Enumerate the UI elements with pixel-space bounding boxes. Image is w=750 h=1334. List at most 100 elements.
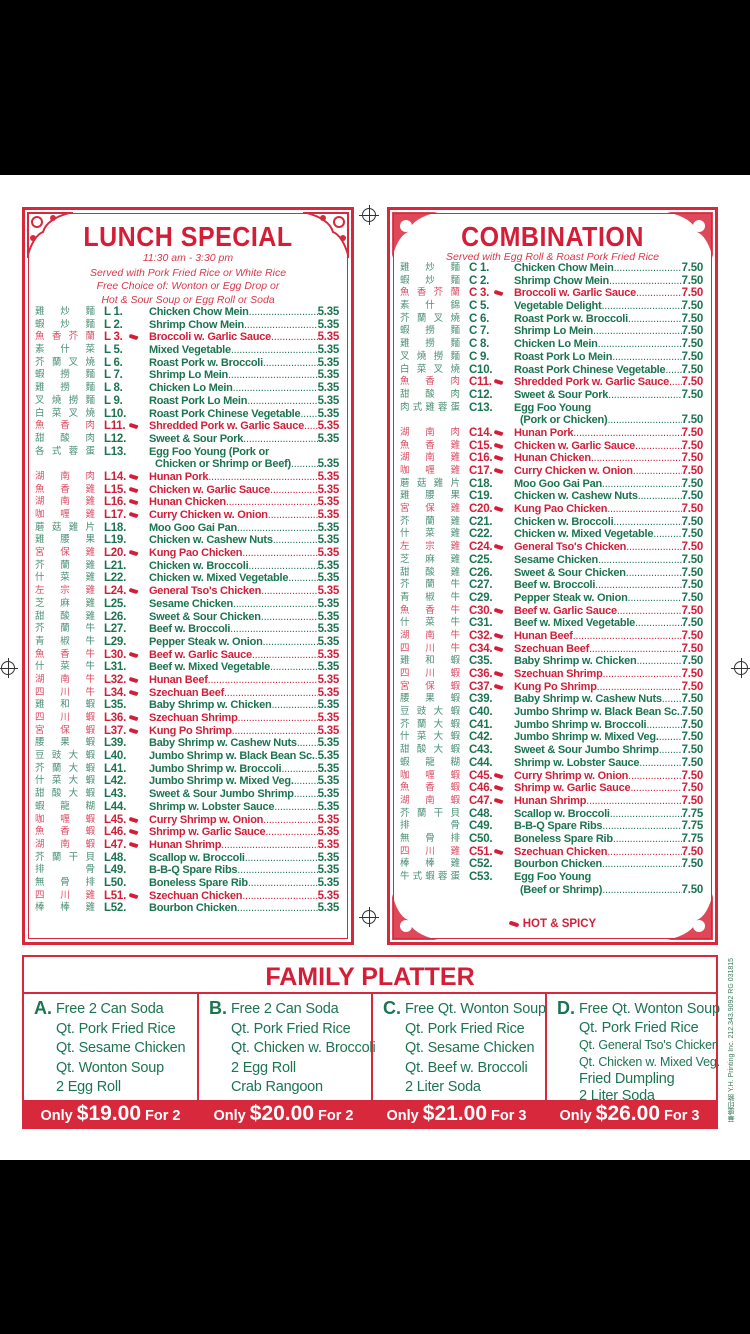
item-name-line: Kung Po Shrimp 7.50 [514,681,703,694]
item-name-line: Roast Pork w. Broccoli 7.50 [514,313,703,326]
item-name: Beef w. Garlic Sauce [149,648,252,661]
menu-item-row: 甜酸大蝦 L43. Sweet & Sour Jumbo Shrimp 5.35 [25,788,351,801]
chinese-name: 宮保雞 [35,547,95,559]
platter-price: Only $19.00 For 2 [24,1100,197,1127]
menu-item: 芥蘭干貝 C48. Scallop w. Broccoli 7.75 [390,808,715,821]
combination-note: Served with Egg Roll & Roast Pork Fried … [446,251,659,263]
item-price: 5.35 [317,838,340,851]
item-price: 5.35 [317,534,340,547]
item-code: C 9. [469,350,490,363]
item-code: C34. [469,642,493,655]
item-name-continued: Chicken or Shrimp or Beef) [155,458,291,471]
chinese-name: 排骨 [35,864,95,876]
chinese-name: 魚香肉 [400,376,460,388]
dot-leader [595,579,681,592]
menu-item: 棒棒雞 L52. Bourbon Chicken 5.35 [25,902,351,915]
chinese-name: 湖南蝦 [35,838,95,850]
menu-item: 什菜牛 L31. Beef w. Mixed Vegetable 5.35 [25,661,351,674]
menu-item: 豆豉大蝦 C40. Jumbo Shrimp w. Black Bean Sc.7.… [390,706,715,719]
dot-leader [602,820,681,833]
menu-item-row: 什菜牛 L31. Beef w. Mixed Vegetable 5.35 [25,661,351,674]
platter-line: Qt. Chicken w. Mixed Veg. [579,1054,720,1069]
menu-item: 芥蘭叉燒 L 6. Roast Pork w. Broccoli 5.35 [25,357,351,370]
menu-item: 四川雞 L51. Szechuan Chicken 5.35 [25,890,351,903]
item-name: Sesame Chicken [149,597,233,610]
item-price: 5.35 [317,597,340,610]
item-code: L 8. [104,382,123,395]
item-name: Hunan Shrimp [514,794,587,807]
item-price: 7.50 [681,528,704,541]
dot-leader [291,458,318,471]
item-price: 7.50 [681,300,704,313]
menu-item: 芥蘭干貝 L48. Scallop w. Broccoli 5.35 [25,852,351,865]
chinese-name: 素什菜 [35,344,95,356]
menu-item-row: 白菜叉燒 C10. Roast Pork Chinese Vegetable 7.50 [390,364,715,377]
chinese-name: 魚香芥蘭 [35,331,95,343]
platter-line: Fried Dumpling [579,1070,675,1087]
dot-leader [636,287,682,300]
menu-item: 甜酸肉 L12. Sweet & Sour Pork 5.35 [25,433,351,446]
chinese-name: 芥蘭牛 [400,579,460,591]
item-code: L47. [104,838,127,851]
item-name-line: Vegetable Delight 7.50 [514,300,703,313]
item-code: C21. [469,515,493,528]
dot-leader [208,674,318,687]
item-code: C20. [469,503,493,516]
chili-pepper-icon [508,920,520,928]
item-price: 5.35 [317,585,340,598]
item-code: C46. [469,782,493,795]
item-code: C19. [469,490,493,503]
menu-item: 芥蘭叉燒 C 6. Roast Pork w. Broccoli 7.50 [390,313,715,326]
item-name: Roast Pork Lo Mein [149,394,248,407]
item-name-line: Curry Shrimp w. Onion 7.50 [514,770,703,783]
item-name-line: Shrimp w. Lobster Sauce 5.35 [149,801,339,814]
item-code: L 7. [104,369,123,382]
chinese-name: 咖喱蝦 [35,813,95,825]
item-code: L35. [104,699,127,712]
item-price: 5.35 [317,432,340,445]
chinese-name: 魚香肉 [35,420,95,432]
item-name: Shrimp w. Garlic Sauce [514,782,631,795]
item-code: L21. [104,559,127,572]
menu-item-row: 各式蓉蛋 L13. Egg Foo Young (Pork or [25,446,351,459]
item-price: 5.35 [317,889,340,902]
item-code: C26. [469,566,493,579]
menu-item-row: 咖喱蝦 L45. Curry Shrimp w. Onion 5.35 [25,814,351,827]
item-name: Moo Goo Gai Pan [149,521,237,534]
item-code: C 6. [469,312,490,325]
dot-leader [242,890,317,903]
item-name-line: Roast Pork w. Broccoli 5.35 [149,357,339,370]
dot-leader [609,275,682,288]
platter-line: Qt. Beef w. Broccoli [405,1059,528,1076]
menu-item: 雞炒麵 C 1. Chicken Chow Mein 7.50 [390,262,715,275]
item-name: Shredded Pork w. Garlic Sauce [514,376,669,389]
menu-item-row: 蝦撈麵 L 7. Shrimp Lo Mein 5.35 [25,369,351,382]
item-name-line: Shrimp w. Garlic Sauce 5.35 [149,826,339,839]
item-code: C36. [469,668,493,680]
chinese-name: 牛式蝦蓉蛋 [400,871,460,882]
item-code: L14. [104,470,127,483]
item-name: Beef w. Mixed Vegetable [149,661,270,674]
menu-item: 四川牛 L34. Szechuan Beef 5.35 [25,687,351,700]
menu-item: 雞和蝦 C35. Baby Shrimp w. Chicken 7.50 [390,655,715,668]
item-name: Szechuan Shrimp [149,712,238,724]
chinese-name: 蘑菇雞片 [35,521,95,533]
item-name: Bourbon Chicken [514,858,602,871]
chinese-name: 芝麻雞 [35,597,95,609]
item-name: Roast Pork w. Broccoli [149,356,263,369]
item-name-line: Chicken w. Cashew Nuts 7.50 [514,490,703,503]
dot-leader [602,858,682,871]
dot-leader [300,408,317,421]
dot-leader [638,490,682,503]
menu-item-row: 四川雞 C51. Szechuan Chicken 7.50 [390,846,715,859]
menu-item-row: 雞腰果 L19. Chicken w. Cashew Nuts 5.35 [25,534,351,547]
menu-item-row: 芥蘭雞 C21. Chicken w. Broccoli 7.50 [390,516,715,529]
item-code: C50. [469,832,493,845]
menu-item: 蝦龍糊 C44. Shrimp w. Lobster Sauce 7.50 [390,757,715,770]
chinese-name: 各式蓉蛋 [35,445,95,457]
item-name: Hunan Pork [149,470,209,483]
dot-leader [669,376,682,389]
item-code: L17. [104,509,127,521]
item-price: 7.50 [681,680,704,693]
item-name: Sweet & Sour Chicken [149,610,261,623]
